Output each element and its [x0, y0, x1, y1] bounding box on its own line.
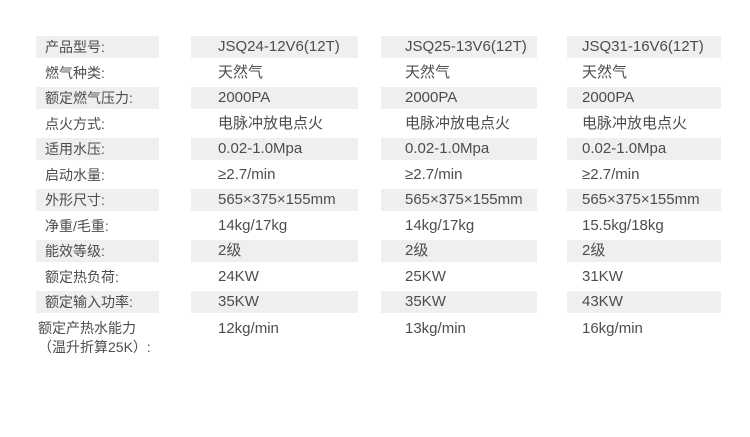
column-gap — [537, 215, 567, 237]
spec-value-model-1: 35KW — [191, 291, 358, 313]
column-gap — [159, 189, 191, 211]
column-gap — [159, 164, 191, 186]
column-gap — [537, 138, 567, 160]
column-gap — [537, 291, 567, 313]
column-gap — [358, 138, 381, 160]
spec-value-model-2: 13kg/min — [405, 319, 466, 337]
column-gap — [537, 189, 567, 211]
column-gap — [537, 113, 567, 135]
spec-value-model-1: 0.02-1.0Mpa — [191, 138, 358, 160]
spec-label: 适用水压: — [36, 138, 159, 160]
column-gap — [537, 240, 567, 262]
spec-value-model-1: 12kg/min — [218, 319, 279, 337]
spec-value-model-1: 2000PA — [191, 87, 358, 109]
product-spec-table: 产品型号: JSQ24-12V6(12T) JSQ25-13V6(12T) JS… — [36, 36, 750, 358]
spec-value-model-3: 2级 — [567, 240, 721, 262]
table-row-water-pressure: 适用水压: 0.02-1.0Mpa 0.02-1.0Mpa 0.02-1.0Mp… — [36, 138, 750, 160]
spec-value-model-2: ≥2.7/min — [405, 165, 463, 183]
spec-label: 额定燃气压力: — [36, 87, 159, 109]
spec-value-model-3: 31KW — [582, 267, 623, 285]
spec-value-model-2: 2000PA — [381, 87, 537, 109]
column-gap — [537, 164, 567, 186]
spec-value-model-3: 2000PA — [567, 87, 721, 109]
column-gap — [159, 87, 191, 109]
spec-value-model-3: JSQ31-16V6(12T) — [567, 36, 721, 58]
table-row-gas-type: 燃气种类: 天然气 天然气 天然气 — [36, 62, 750, 84]
spec-label: 净重/毛重: — [45, 217, 109, 234]
column-gap — [159, 266, 191, 288]
column-gap — [358, 87, 381, 109]
spec-label: 能效等级: — [36, 240, 159, 262]
column-gap — [358, 266, 381, 288]
spec-value-model-1: ≥2.7/min — [218, 165, 276, 183]
column-gap — [358, 36, 381, 58]
spec-label: 点火方式: — [45, 115, 105, 132]
spec-label: 额定产热水能力 （温升折算25K）: — [38, 319, 151, 356]
table-row-rated-gas-pressure: 额定燃气压力: 2000PA 2000PA 2000PA — [36, 87, 750, 109]
spec-value-model-2: 电脉冲放电点火 — [405, 114, 511, 132]
table-row-product-model: 产品型号: JSQ24-12V6(12T) JSQ25-13V6(12T) JS… — [36, 36, 750, 58]
spec-label: 额定输入功率: — [36, 291, 159, 313]
spec-label: 外形尺寸: — [36, 189, 159, 211]
table-row-dimensions: 外形尺寸: 565×375×155mm 565×375×155mm 565×37… — [36, 189, 750, 211]
spec-value-model-2: 35KW — [381, 291, 537, 313]
column-gap — [159, 113, 191, 135]
column-gap — [358, 62, 381, 84]
column-gap — [358, 291, 381, 313]
column-gap — [537, 36, 567, 58]
column-gap — [159, 215, 191, 237]
spec-value-model-3: ≥2.7/min — [582, 165, 640, 183]
spec-value-model-1: JSQ24-12V6(12T) — [191, 36, 358, 58]
table-row-hot-water-capacity: 额定产热水能力 （温升折算25K）: 12kg/min 13kg/min 16k… — [36, 317, 750, 358]
spec-value-model-2: 14kg/17kg — [405, 216, 475, 234]
spec-value-model-2: 0.02-1.0Mpa — [381, 138, 537, 160]
column-gap — [159, 138, 191, 160]
spec-value-model-2: 565×375×155mm — [381, 189, 537, 211]
column-gap — [537, 62, 567, 84]
spec-value-model-2: 2级 — [381, 240, 537, 262]
column-gap — [358, 317, 381, 358]
spec-value-model-3: 15.5kg/18kg — [582, 216, 664, 234]
spec-value-model-1: 565×375×155mm — [191, 189, 358, 211]
column-gap — [159, 62, 191, 84]
table-row-energy-rating: 能效等级: 2级 2级 2级 — [36, 240, 750, 262]
table-row-ignition-method: 点火方式: 电脉冲放电点火 电脉冲放电点火 电脉冲放电点火 — [36, 113, 750, 135]
spec-label: 燃气种类: — [45, 64, 105, 81]
table-row-weight: 净重/毛重: 14kg/17kg 14kg/17kg 15.5kg/18kg — [36, 215, 750, 237]
spec-value-model-3: 43KW — [567, 291, 721, 313]
spec-value-model-3: 0.02-1.0Mpa — [567, 138, 721, 160]
column-gap — [537, 317, 567, 358]
spec-value-model-2: JSQ25-13V6(12T) — [381, 36, 537, 58]
column-gap — [358, 240, 381, 262]
table-row-startup-flow: 启动水量: ≥2.7/min ≥2.7/min ≥2.7/min — [36, 164, 750, 186]
column-gap — [358, 189, 381, 211]
column-gap — [159, 36, 191, 58]
column-gap — [537, 87, 567, 109]
column-gap — [358, 164, 381, 186]
spec-value-model-3: 16kg/min — [582, 319, 643, 337]
spec-value-model-3: 电脉冲放电点火 — [582, 114, 688, 132]
spec-value-model-3: 天然气 — [582, 63, 628, 81]
spec-value-model-1: 24KW — [218, 267, 259, 285]
column-gap — [159, 240, 191, 262]
column-gap — [358, 113, 381, 135]
column-gap — [159, 317, 191, 358]
spec-value-model-1: 天然气 — [218, 63, 264, 81]
column-gap — [537, 266, 567, 288]
table-row-rated-input-power: 额定输入功率: 35KW 35KW 43KW — [36, 291, 750, 313]
spec-label: 启动水量: — [45, 166, 105, 183]
spec-value-model-3: 565×375×155mm — [567, 189, 721, 211]
column-gap — [358, 215, 381, 237]
table-row-rated-heat-load: 额定热负荷: 24KW 25KW 31KW — [36, 266, 750, 288]
spec-label: 产品型号: — [36, 36, 159, 58]
spec-value-model-2: 25KW — [405, 267, 446, 285]
spec-value-model-1: 2级 — [191, 240, 358, 262]
spec-label: 额定热负荷: — [45, 268, 119, 285]
spec-value-model-1: 14kg/17kg — [218, 216, 288, 234]
spec-value-model-1: 电脉冲放电点火 — [218, 114, 324, 132]
column-gap — [159, 291, 191, 313]
spec-value-model-2: 天然气 — [405, 63, 451, 81]
